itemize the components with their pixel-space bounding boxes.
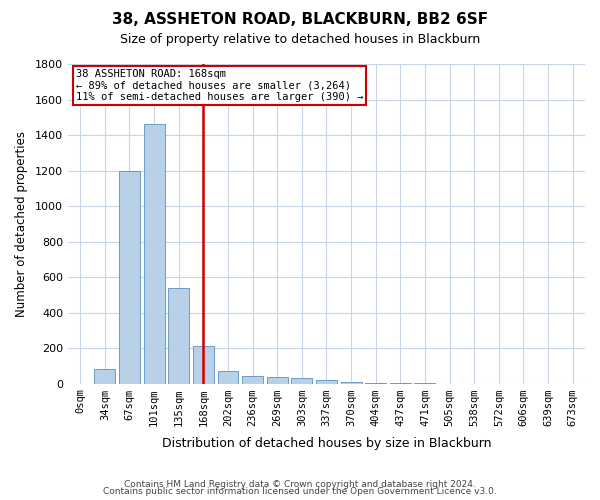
- Bar: [292, 378, 313, 384]
- Bar: [341, 382, 362, 384]
- Bar: [242, 376, 263, 384]
- Text: 38, ASSHETON ROAD, BLACKBURN, BB2 6SF: 38, ASSHETON ROAD, BLACKBURN, BB2 6SF: [112, 12, 488, 28]
- Bar: [316, 380, 337, 384]
- Text: Size of property relative to detached houses in Blackburn: Size of property relative to detached ho…: [120, 32, 480, 46]
- Bar: [193, 346, 214, 384]
- Bar: [94, 370, 115, 384]
- X-axis label: Distribution of detached houses by size in Blackburn: Distribution of detached houses by size …: [162, 437, 491, 450]
- Bar: [119, 170, 140, 384]
- Text: Contains HM Land Registry data © Crown copyright and database right 2024.: Contains HM Land Registry data © Crown c…: [124, 480, 476, 489]
- Bar: [143, 124, 164, 384]
- Text: Contains public sector information licensed under the Open Government Licence v3: Contains public sector information licen…: [103, 487, 497, 496]
- Bar: [267, 378, 287, 384]
- Bar: [168, 288, 189, 384]
- Text: 38 ASSHETON ROAD: 168sqm
← 89% of detached houses are smaller (3,264)
11% of sem: 38 ASSHETON ROAD: 168sqm ← 89% of detach…: [76, 69, 363, 102]
- Bar: [218, 371, 238, 384]
- Y-axis label: Number of detached properties: Number of detached properties: [15, 131, 28, 317]
- Bar: [365, 382, 386, 384]
